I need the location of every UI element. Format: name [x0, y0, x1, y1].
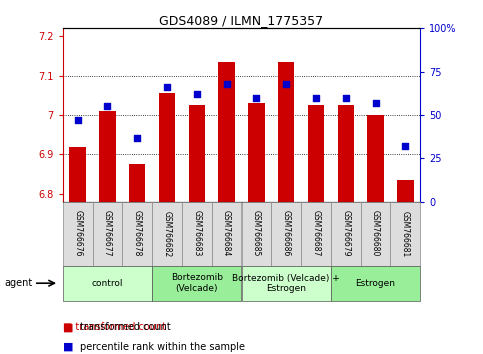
Bar — [368, 115, 384, 202]
Point — [163, 85, 171, 90]
Bar — [242, 266, 331, 301]
Text: ■: ■ — [63, 322, 73, 332]
Bar — [242, 202, 271, 266]
Point — [104, 103, 112, 109]
Text: percentile rank within the sample: percentile rank within the sample — [80, 342, 245, 352]
Text: agent: agent — [5, 278, 33, 288]
Bar — [93, 202, 122, 266]
Bar — [397, 180, 413, 202]
Bar — [361, 202, 390, 266]
Text: Estrogen: Estrogen — [355, 279, 396, 288]
Bar — [390, 202, 420, 266]
Text: GSM766681: GSM766681 — [401, 211, 410, 257]
Text: GSM766679: GSM766679 — [341, 210, 350, 257]
Bar — [331, 202, 361, 266]
Title: GDS4089 / ILMN_1775357: GDS4089 / ILMN_1775357 — [159, 14, 324, 27]
Text: Bortezomib (Velcade) +
Estrogen: Bortezomib (Velcade) + Estrogen — [232, 274, 340, 293]
Point — [401, 143, 409, 149]
Text: GSM766683: GSM766683 — [192, 210, 201, 257]
Bar — [212, 202, 242, 266]
Text: GSM766686: GSM766686 — [282, 210, 291, 257]
Bar — [152, 266, 242, 301]
Text: ■ transformed count: ■ transformed count — [63, 322, 166, 332]
Bar — [159, 93, 175, 202]
Text: transformed count: transformed count — [80, 322, 170, 332]
Bar — [99, 111, 115, 202]
Bar — [331, 266, 420, 301]
Point — [282, 81, 290, 87]
Bar — [248, 103, 265, 202]
Text: GSM766685: GSM766685 — [252, 210, 261, 257]
Bar — [278, 62, 294, 202]
Text: control: control — [92, 279, 123, 288]
Point — [193, 91, 201, 97]
Point — [74, 118, 82, 123]
Text: GSM766680: GSM766680 — [371, 210, 380, 257]
Bar — [122, 202, 152, 266]
Bar — [182, 202, 212, 266]
Bar — [189, 105, 205, 202]
Text: GSM766677: GSM766677 — [103, 210, 112, 257]
Bar — [70, 147, 86, 202]
Bar — [338, 105, 354, 202]
Text: GSM766684: GSM766684 — [222, 210, 231, 257]
Text: ■: ■ — [63, 342, 73, 352]
Bar — [308, 105, 324, 202]
Text: GSM766682: GSM766682 — [163, 211, 171, 257]
Text: GSM766676: GSM766676 — [73, 210, 82, 257]
Bar — [63, 202, 93, 266]
Bar — [218, 62, 235, 202]
Point — [342, 95, 350, 101]
Bar — [129, 164, 145, 202]
Point — [372, 100, 380, 106]
Bar — [152, 202, 182, 266]
Text: Bortezomib
(Velcade): Bortezomib (Velcade) — [171, 274, 223, 293]
Point — [223, 81, 230, 87]
Point — [253, 95, 260, 101]
Point — [312, 95, 320, 101]
Text: GSM766678: GSM766678 — [133, 210, 142, 257]
Bar — [271, 202, 301, 266]
Bar — [63, 266, 152, 301]
Bar — [301, 202, 331, 266]
Text: GSM766687: GSM766687 — [312, 210, 320, 257]
Point — [133, 135, 141, 141]
